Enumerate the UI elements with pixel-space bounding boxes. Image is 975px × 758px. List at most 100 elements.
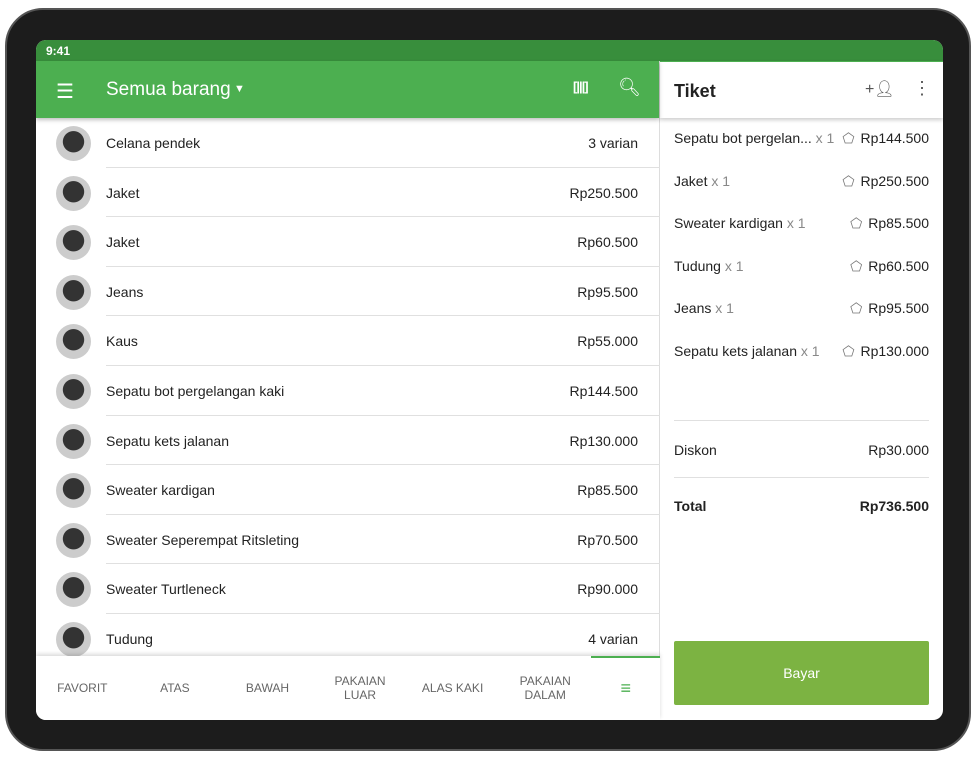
list-view-icon[interactable]: ≡ [591,656,660,720]
item-thumbnail [56,324,91,360]
tab-favorit[interactable]: FAVORIT [57,681,108,695]
search-icon[interactable]: 🔍︎ [618,77,641,97]
list-item[interactable]: Sepatu bot pergelangan kaki Rp144.500 [36,366,660,416]
item-name: Sepatu bot pergelangan kaki [106,382,285,399]
item-name: Celana pendek [106,135,201,151]
line-price: Rp95.500 [868,300,929,316]
divider [674,477,929,478]
divider [106,315,660,317]
line-price: Rp85.500 [868,215,929,231]
discount-row[interactable]: Diskon Rp30.000 [674,442,929,458]
tab-pakaian-dalam[interactable]: PAKAIAN DALAM [519,674,571,702]
item-name: Jaket [106,234,140,251]
caret-down-icon[interactable]: ▼ [234,83,245,95]
discount-label: Diskon [674,442,717,458]
list-item[interactable]: Jaket Rp250.500 [36,168,660,218]
tag-icon: ⬠ [842,172,855,189]
wifi-icon: ▼ [660,366,672,381]
tag-icon: ⬠ [842,130,855,146]
list-item[interactable]: Sepatu kets jalanan Rp130.000 [36,416,660,466]
tag-icon: ⬠ [850,257,863,274]
line-qty: x 1 [800,342,820,359]
tab-atas[interactable]: ATAS [160,681,190,695]
tag-icon: ⬠ [842,342,855,359]
category-tabs: FAVORIT ATAS BAWAH PAKAIAN LUAR ALAS KAKI PAK… [36,656,660,720]
item-price: 4 varian [588,630,638,647]
list-item[interactable]: Sweater kardigan Rp85.500 [36,465,660,515]
item-price: Rp144.500 [569,382,638,399]
line-name: Jeans [674,300,712,316]
battery-icon [675,369,694,378]
list-item[interactable]: Jeans Rp95.500 [36,267,660,317]
list-item[interactable]: Tudung 4 varian [36,614,660,664]
ticket-line[interactable]: Tudung x 1 ⬠ Rp60.500 [674,258,929,274]
item-name: Kaus [106,333,138,350]
divider [106,364,660,366]
item-price: Rp250.500 [569,184,638,201]
item-list: Celana pendek 3 varian Jaket Rp250.500 Jaket… [36,118,660,664]
item-price: Rp55.000 [577,333,638,350]
list-item[interactable]: Sweater Turtleneck Rp90.000 [36,564,660,614]
list-item[interactable]: Kaus Rp55.000 [36,316,660,366]
list-item[interactable]: Sweater Seperempat Ritsleting Rp70.500 [36,515,660,565]
item-price: Rp95.500 [577,283,638,300]
category-dropdown[interactable]: Semua barang [106,79,231,100]
item-thumbnail [56,423,91,459]
ticket-line[interactable]: Sepatu kets jalanan x 1 ⬠ Rp130.000 [674,343,929,359]
item-price: Rp70.500 [577,531,638,548]
tag-icon: ⬠ [850,300,863,316]
total-value: Rp736.500 [859,498,929,514]
items-toolbar: ☰ Semua barang ▼ [|||] 🔍︎ [36,61,659,118]
tab-bawah[interactable]: BAWAH [245,681,289,695]
item-name: Sepatu kets jalanan [106,432,229,449]
line-name: Sepatu bot pergelan... [674,130,812,146]
divider [106,166,660,168]
line-qty: x 1 [815,130,835,146]
list-item[interactable]: Jaket Rp60.500 [36,217,660,267]
item-thumbnail [56,473,91,509]
line-name: Sepatu kets jalanan [674,342,797,359]
divider [674,420,929,421]
screen: 9:41 ▼ ☰ Semua barang ▼ [|||] 🔍︎ Celana … [36,40,943,720]
item-name: Sweater Turtleneck [106,581,226,598]
item-name: Tudung [106,630,153,647]
line-qty: x 1 [724,257,744,274]
item-price: Rp90.000 [577,581,638,598]
item-thumbnail [56,274,91,310]
line-qty: x 1 [711,172,731,189]
item-name: Jeans [106,283,144,300]
discount-value: Rp30.000 [868,442,929,458]
line-name: Tudung [674,257,721,274]
pay-button[interactable]: Bayar [674,641,929,705]
ticket-line[interactable]: Sweater kardigan x 1 ⬠ Rp85.500 [674,215,929,231]
divider [106,464,660,466]
line-name: Sweater kardigan [674,215,783,231]
item-thumbnail [56,373,91,409]
item-thumbnail [56,572,91,608]
divider [106,216,660,218]
menu-icon[interactable]: ☰ [56,81,74,103]
ticket-line[interactable]: Sepatu bot pergelan... x 1 ⬠ Rp144.500 [674,130,929,146]
tab-pakaian-luar[interactable]: PAKAIAN LUAR [334,674,386,702]
ticket-line[interactable]: Jeans x 1 ⬠ Rp95.500 [674,300,929,316]
add-customer-icon[interactable]: +👤︎ [865,81,895,98]
item-thumbnail [56,175,91,211]
divider [106,513,660,515]
list-item[interactable]: Celana pendek 3 varian [36,118,660,168]
line-price: Rp60.500 [868,257,929,274]
ticket-pane: Tiket +👤︎ ⋮ Sepatu bot pergelan... x 1 ⬠ R… [660,61,943,720]
item-thumbnail [56,522,91,558]
item-name: Sweater Seperempat Ritsleting [106,531,299,548]
tab-alas-kaki[interactable]: ALAS KAKI [421,681,484,695]
tag-icon: ⬠ [850,215,863,231]
status-bar: 9:41 ▼ [36,40,943,381]
item-price: Rp85.500 [577,482,638,499]
ticket-line[interactable]: Jaket x 1 ⬠ Rp250.500 [674,173,929,189]
more-vert-icon[interactable]: ⋮ [913,78,931,98]
line-name: Jaket [674,172,708,189]
item-name: Jaket [106,184,140,201]
divider [106,563,660,565]
ticket-toolbar: Tiket +👤︎ ⋮ [660,61,943,118]
total-label: Total [674,498,707,514]
barcode-icon[interactable]: [|||] [573,79,589,94]
